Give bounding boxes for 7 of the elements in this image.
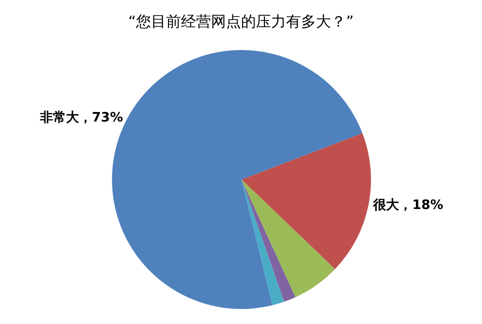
pie-slice: [242, 180, 335, 298]
slice-label: 很大，18%: [372, 198, 444, 213]
slice-label: 非常大，73%: [38, 110, 123, 126]
pie-slice: [242, 133, 371, 270]
chart-title: “您目前经营网点的压力有多大？”: [128, 12, 354, 31]
pie-slice: [242, 180, 296, 302]
pie-slice: [242, 180, 284, 306]
